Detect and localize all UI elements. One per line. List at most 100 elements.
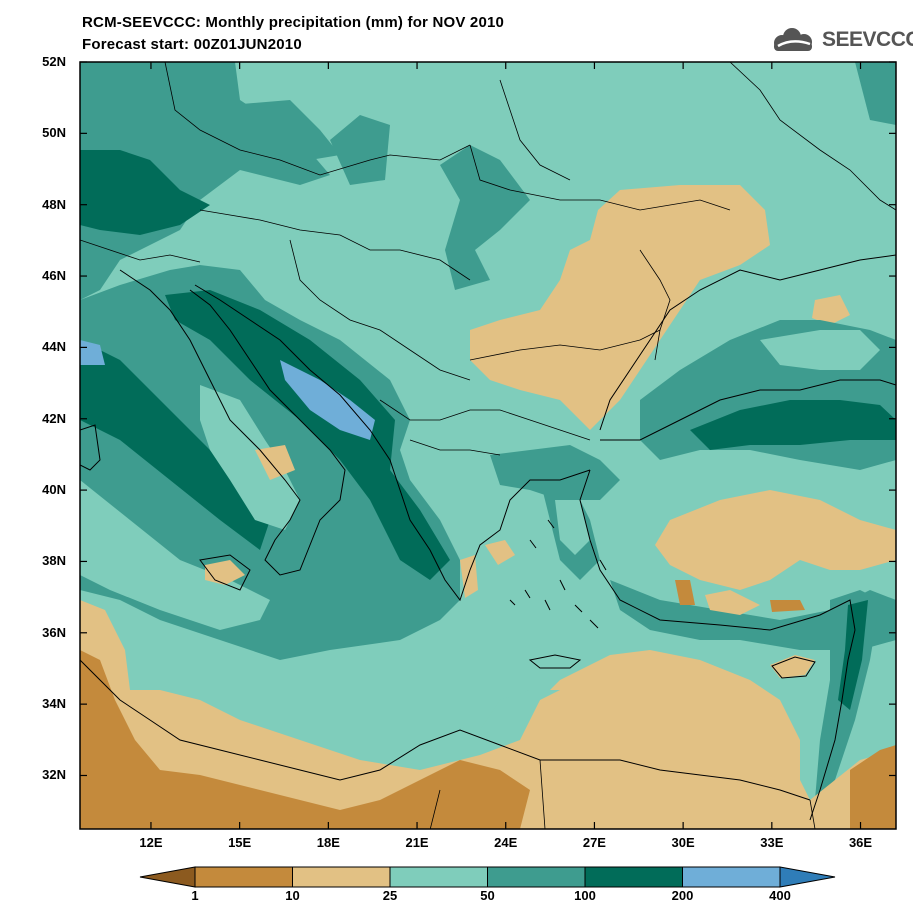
lon-label: 18E xyxy=(316,835,340,850)
colorbar-over-triangle xyxy=(779,866,836,888)
field-carpathian-medium xyxy=(440,145,530,290)
turkey-north-coast xyxy=(600,379,896,441)
lat-label: 46N xyxy=(42,268,66,284)
border-11 xyxy=(729,62,896,211)
africa-coast xyxy=(80,659,811,801)
sardinia xyxy=(80,424,101,471)
cloud-logo-icon xyxy=(774,28,812,51)
field-levant-high xyxy=(838,600,868,710)
field-adriatic-high xyxy=(165,290,450,580)
field-aegean-base xyxy=(555,500,590,555)
field-alps-high xyxy=(80,150,210,235)
lon-label: 36E xyxy=(848,835,873,850)
aegean-islands xyxy=(509,519,607,629)
colorbar-threshold-label: 25 xyxy=(382,888,398,903)
borders xyxy=(80,62,896,829)
cyprus xyxy=(771,656,816,679)
lat-label: 44N xyxy=(42,339,66,355)
blacksea-coast xyxy=(599,254,896,431)
colorbar-threshold-label: 400 xyxy=(769,888,791,903)
balkan-coast xyxy=(194,284,591,602)
lon-label: 15E xyxy=(228,835,252,850)
field-tyrrhenian-high xyxy=(80,340,270,550)
field-adriatic-vhigh xyxy=(280,360,375,440)
sicily xyxy=(199,554,251,591)
colorbar-threshold-label: 50 xyxy=(480,888,495,903)
field-greece-dry xyxy=(485,540,515,565)
precipitation-field xyxy=(80,62,896,829)
italy-coast xyxy=(119,269,346,576)
border-9 xyxy=(80,239,201,263)
colorbar-threshold-label: 10 xyxy=(285,888,300,903)
lat-label: 42N xyxy=(42,410,66,426)
field-italy-interior xyxy=(200,385,300,530)
lat-label: 40N xyxy=(42,482,66,498)
field-turkey-dry-spot2 xyxy=(770,600,805,612)
field-ligurian-vhigh xyxy=(80,340,105,365)
border-1 xyxy=(164,62,471,176)
field-blacksea-interior xyxy=(760,330,880,370)
lon-label: 12E xyxy=(139,835,163,850)
field-turkey-dry xyxy=(655,490,896,590)
crete xyxy=(528,654,582,669)
coastlines xyxy=(80,254,896,821)
border-3 xyxy=(199,209,471,281)
lat-label: 52N xyxy=(42,54,66,69)
field-libya-med xyxy=(480,690,560,730)
forecast-start-label: Forecast start: 00Z01JUN2010 xyxy=(82,36,302,53)
field-egypt-very-dry xyxy=(850,745,896,829)
logo-text: SEEVCCC xyxy=(822,28,913,51)
field-ne-medium xyxy=(855,62,896,125)
colorbar xyxy=(139,866,836,888)
border-12 xyxy=(429,759,816,829)
field-turkey-north-high xyxy=(690,400,896,450)
field-turkey-south-medium xyxy=(610,580,896,650)
colorbar-segment xyxy=(389,866,488,888)
border-8 xyxy=(639,249,671,361)
field-north-medium xyxy=(230,100,340,160)
lat-label: 36N xyxy=(42,624,66,640)
lat-label: 34N xyxy=(42,696,66,712)
lon-label: 30E xyxy=(671,835,695,850)
lon-label: 21E xyxy=(405,835,429,850)
colorbar-threshold-label: 1 xyxy=(191,888,199,903)
field-south-very-dry xyxy=(80,650,530,829)
colorbar-segment xyxy=(682,866,781,888)
lat-label: 38N xyxy=(42,553,66,569)
field-crimea-dry xyxy=(812,295,850,325)
border-7 xyxy=(409,439,501,456)
colorbar-under-triangle xyxy=(139,866,196,888)
field-cyprus-dry xyxy=(770,655,815,678)
border-6 xyxy=(379,399,591,441)
field-west-med-base xyxy=(80,480,270,630)
colorbar-threshold-label: 100 xyxy=(574,888,596,903)
field-italy-dry xyxy=(255,445,295,480)
map-frame xyxy=(79,61,897,830)
field-sicily-dry xyxy=(205,560,245,585)
border-2 xyxy=(469,144,731,211)
border-4 xyxy=(289,239,471,381)
lat-label: 48N xyxy=(42,196,66,212)
lat-label: 50N xyxy=(42,125,66,141)
map-title: RCM-SEEVCCC: Monthly precipitation (mm) … xyxy=(82,14,505,31)
lon-label: 33E xyxy=(760,835,784,850)
lat-label: 32N xyxy=(42,767,66,783)
field-south-dry xyxy=(80,600,896,829)
lon-label: 24E xyxy=(494,835,518,850)
lon-label: 27E xyxy=(582,835,606,850)
axis-ticks xyxy=(80,61,896,829)
field-turkey-dry-spot xyxy=(675,580,695,605)
colorbar-segment xyxy=(584,866,683,888)
levant-coast xyxy=(809,629,856,821)
colorbar-segment xyxy=(487,866,586,888)
field-ukraine-dry xyxy=(470,185,770,430)
colorbar-segment xyxy=(292,866,391,888)
field-greece-north-medium xyxy=(490,445,620,500)
colorbar-segment xyxy=(194,866,293,888)
field-turkey-sw-dry xyxy=(705,590,760,615)
turkey-coast xyxy=(579,469,856,631)
border-10 xyxy=(499,79,571,181)
border-5 xyxy=(469,329,661,361)
colorbar-threshold-label: 200 xyxy=(671,888,694,903)
